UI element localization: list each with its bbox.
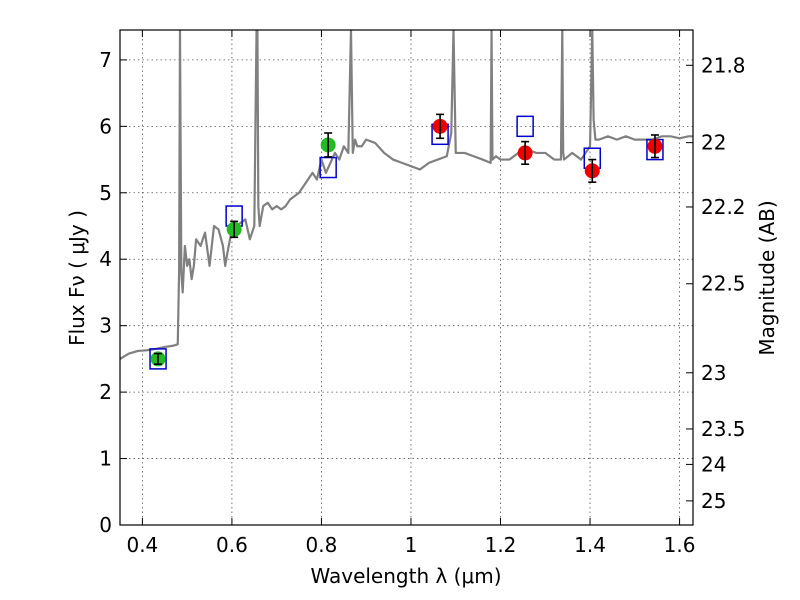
y-tick-label: 6 xyxy=(99,114,112,138)
plot-area xyxy=(120,30,693,525)
y2-tick-labels: 21.8 22 22.2 22.5 23 23.5 24 25 xyxy=(701,53,746,513)
y2-tick-label: 23.5 xyxy=(701,417,746,441)
model-box xyxy=(149,348,167,370)
y-tick-label: 4 xyxy=(99,247,112,271)
y2-tick-label: 22 xyxy=(701,131,726,155)
y2-tick-label: 24 xyxy=(701,452,726,476)
y2-axis-label: Magnitude (AB) xyxy=(755,200,779,355)
y2-tick-label: 23 xyxy=(701,361,726,385)
y2-tick-label: 21.8 xyxy=(701,53,746,77)
y-tick-label: 5 xyxy=(99,181,112,205)
x-tick-label: 1.4 xyxy=(574,533,606,557)
y-tick-label: 2 xyxy=(99,380,112,404)
markers-layer xyxy=(149,113,664,370)
model-box xyxy=(516,115,534,138)
y-tick-label: 1 xyxy=(99,447,112,471)
y2-tick-label: 22.2 xyxy=(701,195,746,219)
y2-tick-label: 22.5 xyxy=(701,272,746,296)
x-tick-label: 0.4 xyxy=(126,533,158,557)
y-tick-label: 3 xyxy=(99,314,112,338)
y2-tick-label: 25 xyxy=(701,489,726,513)
x-axis-label: Wavelength λ (μm) xyxy=(310,564,501,588)
y-axis-label: Flux Fν ( μJy ) xyxy=(65,210,89,346)
x-tick-label: 1.2 xyxy=(485,533,517,557)
spectrum-line xyxy=(120,30,693,360)
x-tick-label: 1 xyxy=(405,533,418,557)
x-tick-labels: 0.4 0.6 0.8 1 1.2 1.4 1.6 xyxy=(126,533,695,557)
tick-marks xyxy=(120,30,693,526)
y-tick-label: 0 xyxy=(99,513,112,537)
y-tick-label: 7 xyxy=(99,48,112,72)
plot-frame xyxy=(119,29,694,526)
x-tick-label: 1.6 xyxy=(664,533,696,557)
x-tick-label: 0.8 xyxy=(306,533,338,557)
x-tick-label: 0.6 xyxy=(216,533,248,557)
y-tick-labels: 0 1 2 3 4 5 6 7 xyxy=(99,48,112,537)
spectrum-layer xyxy=(120,30,693,360)
